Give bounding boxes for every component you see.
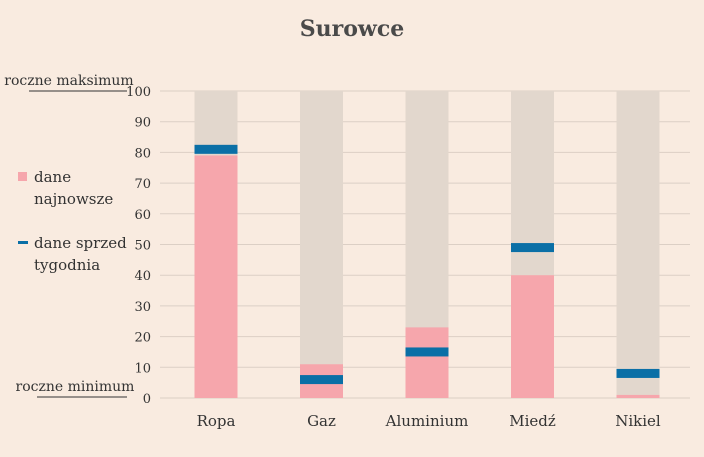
- legend-week-ago-label: dane sprzed tygodnia: [34, 234, 131, 274]
- bars: [194, 91, 660, 398]
- y-tick-label: 20: [134, 331, 151, 346]
- x-tick-label: Miedź: [509, 412, 556, 430]
- week-ago-marker: [511, 243, 554, 253]
- x-tick-label: Gaz: [307, 412, 336, 430]
- y-tick-label: 60: [134, 208, 151, 223]
- x-tick-label: Ropa: [197, 412, 236, 430]
- latest-bar: [405, 327, 449, 398]
- chart-title: Surowce: [300, 16, 404, 42]
- y-tick-label: 90: [134, 116, 151, 131]
- y-min-label: roczne minimum: [16, 379, 135, 395]
- y-axis-ticks: 0 10 20 30 40 50 60 70 80 90 100: [126, 85, 151, 407]
- y-max-label: roczne maksimum: [4, 73, 133, 89]
- y-tick-label: 50: [134, 239, 151, 254]
- y-tick-label: 10: [134, 361, 151, 376]
- legend-week-ago-swatch: [18, 241, 28, 244]
- week-ago-marker: [405, 347, 449, 357]
- latest-bar: [194, 155, 238, 398]
- legend: dane najnowsze dane sprzed tygodnia: [18, 168, 131, 274]
- y-tick-label: 30: [134, 300, 151, 315]
- week-ago-marker: [616, 368, 660, 378]
- x-tick-label: Aluminium: [385, 412, 469, 430]
- x-tick-label: Nikiel: [615, 412, 661, 430]
- week-ago-marker: [194, 144, 238, 154]
- range-bar: [300, 91, 343, 398]
- y-tick-label: 100: [126, 85, 151, 100]
- range-bar: [616, 91, 660, 398]
- legend-latest-label: dane najnowsze: [34, 168, 113, 208]
- y-tick-label: 80: [134, 146, 151, 161]
- legend-latest-swatch: [18, 172, 27, 181]
- week-ago-marker: [300, 375, 343, 385]
- x-axis-ticks: Ropa Gaz Aluminium Miedź Nikiel: [197, 412, 661, 430]
- y-tick-label: 40: [134, 269, 151, 284]
- y-tick-label: 70: [134, 177, 151, 192]
- latest-bar: [616, 394, 660, 398]
- latest-bar: [511, 275, 554, 398]
- y-tick-label: 0: [143, 392, 151, 407]
